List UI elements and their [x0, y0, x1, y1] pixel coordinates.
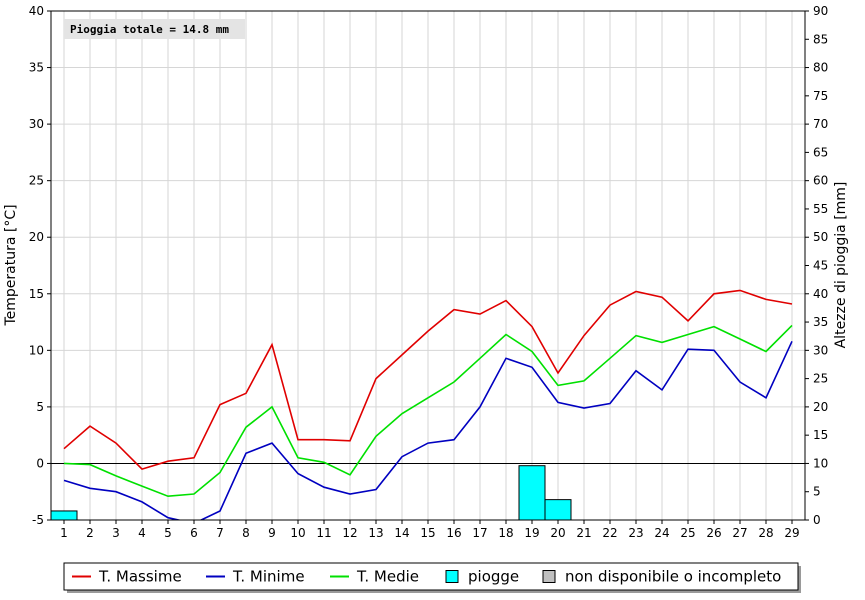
legend-marker-box	[445, 570, 459, 583]
x-tick-label: 23	[628, 526, 643, 540]
y-tick-label: 15	[29, 287, 44, 301]
y2-tick-label: 75	[813, 89, 828, 103]
x-tick-label: 24	[654, 526, 669, 540]
x-tick-label: 19	[524, 526, 539, 540]
legend: T. Massime T. Minime T. Medie piogge non dis…	[63, 562, 801, 593]
axis-layer: -505101520253035400510152025303540455055…	[29, 4, 829, 540]
x-tick-label: 4	[138, 526, 146, 540]
y2-tick-label: 55	[813, 202, 828, 216]
bars-layer	[50, 465, 572, 521]
lines-layer	[63, 289, 793, 520]
y2-tick-label: 0	[813, 513, 821, 527]
series-line-t-massime	[63, 289, 793, 471]
x-tick-label: 27	[732, 526, 747, 540]
y-tick-label: -5	[32, 513, 44, 527]
y-tick-label: 40	[29, 4, 44, 18]
y2-tick-label: 60	[813, 174, 828, 188]
x-tick-label: 11	[316, 526, 331, 540]
x-tick-label: 10	[290, 526, 305, 540]
annotation-box	[64, 19, 245, 39]
x-tick-label: 5	[164, 526, 172, 540]
x-tick-label: 15	[420, 526, 435, 540]
y-tick-label: 10	[29, 343, 44, 357]
legend-box	[63, 562, 799, 591]
y2-tick-label: 5	[813, 485, 821, 499]
legend-label: T. Minime	[232, 568, 305, 586]
rain-bar	[50, 510, 78, 521]
x-tick-label: 3	[112, 526, 120, 540]
x-tick-label: 28	[758, 526, 773, 540]
y-tick-label: 20	[29, 230, 44, 244]
x-tick-label: 25	[680, 526, 695, 540]
x-tick-label: 9	[268, 526, 276, 540]
y2-tick-label: 80	[813, 61, 828, 75]
x-tick-label: 14	[394, 526, 409, 540]
y2-tick-label: 20	[813, 400, 828, 414]
y2-tick-label: 65	[813, 145, 828, 159]
series-line-t-medie	[63, 324, 793, 498]
rain-total-annotation: Pioggia totale = 14.8 mm	[70, 23, 229, 36]
series-line-t-minime	[63, 340, 793, 520]
y-tick-label: 5	[36, 400, 44, 414]
y2-tick-label: 70	[813, 117, 828, 131]
y2-tick-label: 40	[813, 287, 828, 301]
y-tick-label: 35	[29, 61, 44, 75]
x-tick-label: 20	[550, 526, 565, 540]
y2-tick-label: 30	[813, 343, 828, 357]
x-tick-label: 29	[784, 526, 799, 540]
x-tick-label: 26	[706, 526, 721, 540]
legend-label: T. Massime	[98, 568, 182, 586]
x-tick-label: 1	[60, 526, 68, 540]
y2-tick-label: 25	[813, 372, 828, 386]
rain-bar	[518, 465, 546, 521]
y2-tick-label: 10	[813, 456, 828, 470]
x-tick-label: 2	[86, 526, 94, 540]
y2-tick-label: 15	[813, 428, 828, 442]
x-tick-label: 22	[602, 526, 617, 540]
legend-marker-box	[542, 570, 556, 583]
legend-label: non disponibile o incompleto	[565, 568, 781, 586]
x-tick-label: 6	[190, 526, 198, 540]
y2-tick-label: 45	[813, 259, 828, 273]
x-tick-label: 17	[472, 526, 487, 540]
rain-bar	[544, 499, 572, 521]
legend-label: T. Medie	[356, 568, 419, 586]
x-tick-label: 16	[446, 526, 461, 540]
y-tick-label: 25	[29, 174, 44, 188]
y-axis-title-left: Temperatura [°C]	[3, 204, 19, 326]
x-tick-label: 7	[216, 526, 224, 540]
y-axis-title-right: Altezze di pioggia [mm]	[833, 182, 849, 349]
y2-tick-label: 50	[813, 230, 828, 244]
x-tick-label: 12	[342, 526, 357, 540]
y2-tick-label: 35	[813, 315, 828, 329]
y2-tick-label: 90	[813, 4, 828, 18]
x-tick-label: 8	[242, 526, 250, 540]
x-tick-label: 18	[498, 526, 513, 540]
y-tick-label: 0	[36, 456, 44, 470]
x-tick-label: 13	[368, 526, 383, 540]
x-tick-label: 21	[576, 526, 591, 540]
legend-label: piogge	[468, 568, 519, 586]
y2-tick-label: 85	[813, 32, 828, 46]
grid-layer	[51, 10, 805, 521]
y-tick-label: 30	[29, 117, 44, 131]
